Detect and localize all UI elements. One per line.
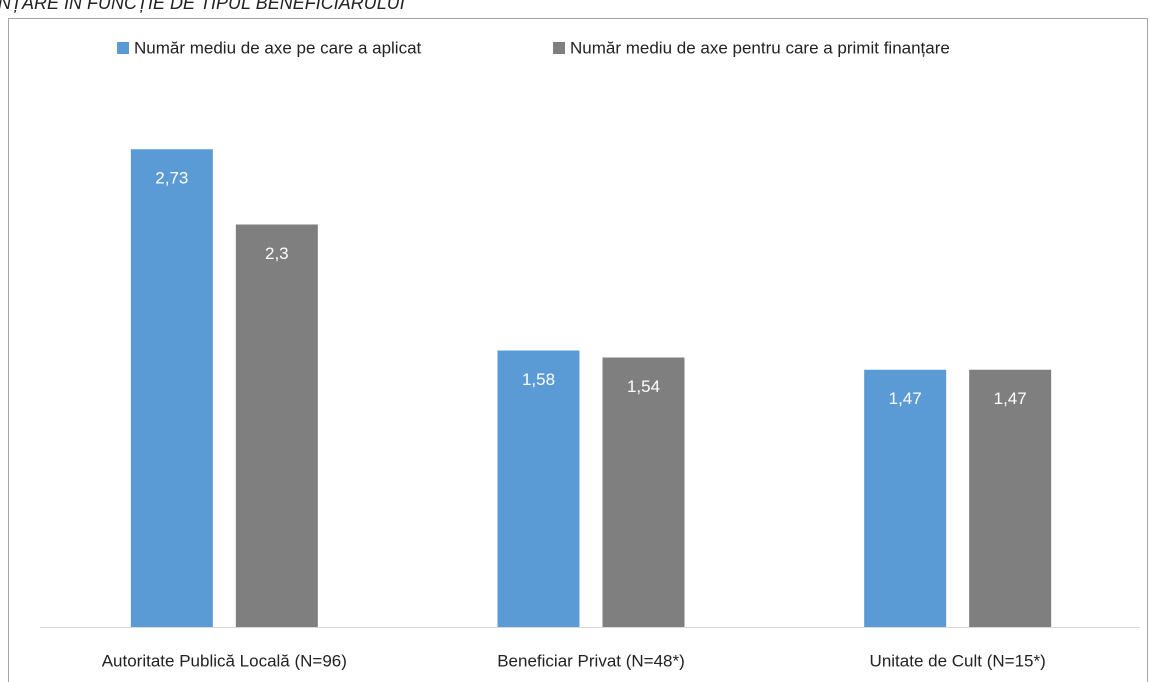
legend-swatch — [553, 42, 565, 54]
x-tick-label: Beneficiar Privat (N=48*) — [497, 651, 685, 670]
value-label: 2,3 — [265, 244, 289, 263]
chart-title: NȚARE ÎN FUNCȚIE DE TIPUL BENEFICIARULUI — [0, 0, 405, 13]
bar — [602, 357, 685, 627]
bar — [969, 369, 1052, 627]
value-label: 1,54 — [627, 377, 660, 396]
value-label: 1,58 — [522, 370, 555, 389]
bar — [130, 149, 213, 627]
legend-label: Număr mediu de axe pe care a aplicat — [134, 38, 422, 57]
value-label: 1,47 — [994, 389, 1027, 408]
x-tick-label: Unitate de Cult (N=15*) — [870, 651, 1046, 670]
x-tick-label: Autoritate Publică Locală (N=96) — [102, 651, 347, 670]
value-label: 2,73 — [155, 169, 188, 188]
value-label: 1,47 — [889, 389, 922, 408]
bar — [235, 224, 318, 627]
bar — [497, 350, 580, 627]
legend-label: Număr mediu de axe pentru care a primit … — [570, 38, 950, 57]
bar — [864, 369, 947, 627]
legend-swatch — [117, 42, 129, 54]
